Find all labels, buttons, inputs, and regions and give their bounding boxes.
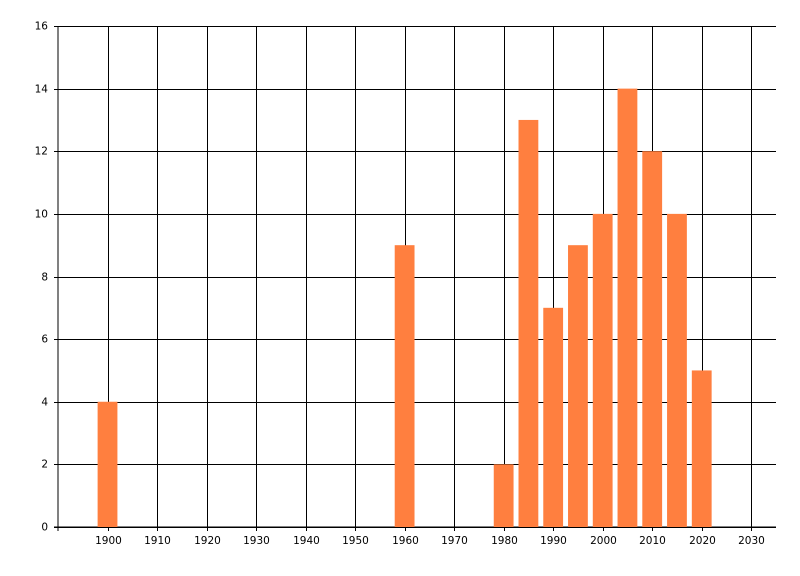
x-tick-label: 1910 <box>144 535 171 547</box>
bar <box>493 464 514 527</box>
y-tick-label: 6 <box>41 334 48 346</box>
x-tick-label: 2020 <box>689 535 716 547</box>
bar <box>97 401 118 527</box>
bar <box>592 213 613 527</box>
y-tick-label: 14 <box>35 84 49 96</box>
x-tick-label: 2000 <box>590 535 617 547</box>
x-tick-label: 1950 <box>342 535 369 547</box>
x-tick-label: 2010 <box>639 535 666 547</box>
bar <box>642 151 663 527</box>
x-tick-label: 1960 <box>392 535 419 547</box>
y-tick-label: 4 <box>41 397 48 409</box>
x-tick-label: 1920 <box>194 535 221 547</box>
x-tick-label: 2030 <box>738 535 765 547</box>
y-tick-label: 16 <box>35 21 49 33</box>
y-tick-label: 10 <box>35 209 48 221</box>
bar <box>568 245 588 527</box>
bar <box>543 307 564 527</box>
y-tick-label: 0 <box>41 522 48 534</box>
bar <box>617 88 638 527</box>
x-tick-label: 1940 <box>293 535 320 547</box>
bar <box>518 119 539 527</box>
bar <box>394 245 415 527</box>
x-tick-label: 1970 <box>441 535 468 547</box>
bar <box>667 213 687 527</box>
x-tick-label: 1990 <box>540 535 567 547</box>
bar <box>691 370 712 527</box>
x-tick-label: 1930 <box>243 535 270 547</box>
y-tick-label: 2 <box>41 459 48 471</box>
x-tick-label: 1900 <box>95 535 122 547</box>
y-tick-label: 8 <box>41 272 48 284</box>
y-tick-label: 12 <box>35 146 48 158</box>
x-tick-label: 1980 <box>491 535 518 547</box>
